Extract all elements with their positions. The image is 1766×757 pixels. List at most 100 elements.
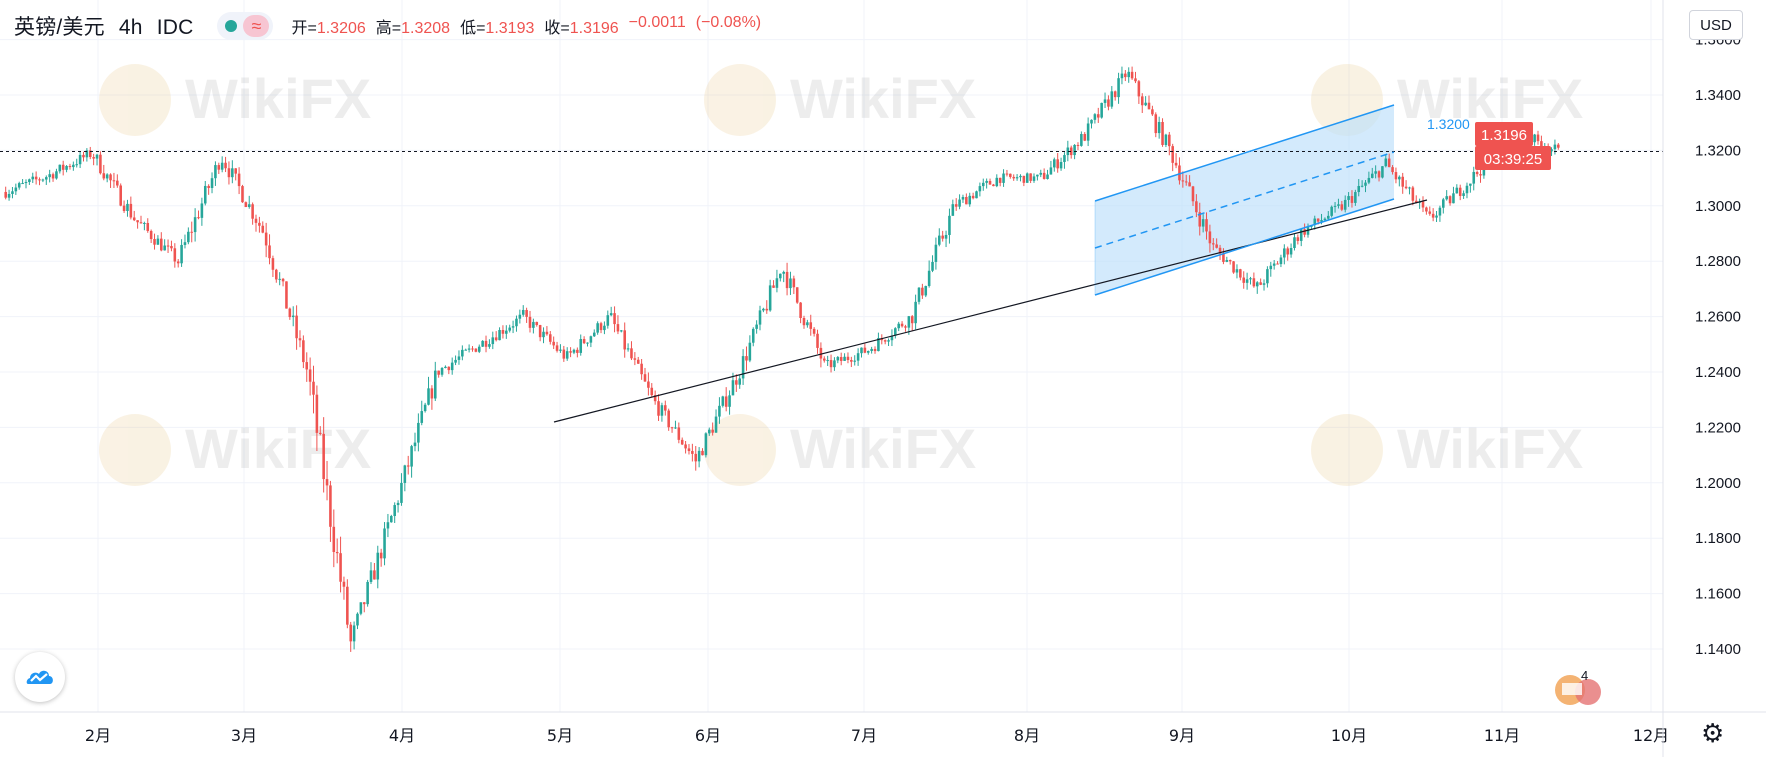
candle-body <box>927 270 931 286</box>
candle-body <box>1029 173 1032 181</box>
candle-body <box>1374 171 1377 174</box>
candle-body <box>1198 212 1202 227</box>
candle-body <box>376 552 380 580</box>
gear-icon[interactable]: ⚙ <box>1701 718 1725 748</box>
countdown-bg <box>1475 146 1551 170</box>
candle-body <box>596 323 599 333</box>
candle-body <box>1408 187 1411 189</box>
candle-body <box>288 308 292 318</box>
candle-body <box>1025 173 1029 183</box>
symbol-title[interactable]: 英镑/美元 4h IDC <box>14 11 193 41</box>
candles <box>4 66 1560 652</box>
tradingview-cloud-icon[interactable] <box>15 652 65 702</box>
candle-body <box>68 166 72 168</box>
candle-body <box>386 522 390 529</box>
candle-body <box>406 465 410 467</box>
candle-body <box>515 318 518 327</box>
candle-body <box>1174 162 1178 166</box>
event-badge[interactable]: 4 <box>1548 668 1620 708</box>
currency-button[interactable]: USD <box>1689 10 1743 40</box>
candle-body <box>1266 269 1269 284</box>
candle-body <box>1293 237 1296 249</box>
watermark-logo <box>1311 414 1383 486</box>
candle-body <box>1225 260 1229 262</box>
candle-body <box>332 526 336 552</box>
candle-body <box>160 238 163 251</box>
candle-body <box>532 321 535 328</box>
candle-body <box>210 178 214 188</box>
candle-body <box>1445 196 1448 200</box>
candle-body <box>217 165 221 170</box>
candle-body <box>156 238 160 245</box>
candle-body <box>677 427 681 440</box>
candle-body <box>667 410 670 428</box>
candle-body <box>1015 177 1019 179</box>
candle-body <box>1404 186 1408 189</box>
candle-body <box>1428 211 1432 214</box>
candle-body <box>576 349 579 353</box>
candle-body <box>782 271 785 274</box>
candle-body <box>650 387 654 396</box>
support-trendline <box>553 199 1428 423</box>
candle-body <box>474 348 478 352</box>
candle-body <box>119 185 122 206</box>
candle-body <box>99 154 102 174</box>
candle-body <box>139 222 143 224</box>
candle-body <box>968 195 972 205</box>
candle-body <box>153 239 156 245</box>
candle-body <box>1245 279 1249 283</box>
approx-icon[interactable]: ≈ <box>243 15 270 37</box>
candle-body <box>366 581 369 605</box>
candle-body <box>1036 174 1039 177</box>
candle-body <box>72 164 75 168</box>
candle-body <box>31 176 35 180</box>
candle-body <box>170 246 173 249</box>
candle-body <box>711 429 714 433</box>
candle-body <box>203 185 207 204</box>
candle-body <box>836 357 840 361</box>
price-tags: 1.3196 03:39:25 <box>1475 122 1551 170</box>
candle-body <box>1431 213 1435 218</box>
candle-body <box>505 330 508 334</box>
high-value: 高=1.3208 <box>375 20 451 37</box>
watermark-text: WikiFX <box>185 417 371 480</box>
candle-body <box>349 624 353 642</box>
candle-body <box>938 235 941 245</box>
candle-body <box>312 381 315 395</box>
candle-body <box>180 244 183 264</box>
candle-body <box>403 465 407 483</box>
candle-body <box>440 367 444 375</box>
candle-body <box>748 342 752 361</box>
status-badge[interactable]: ≈ <box>217 12 274 40</box>
candle-body <box>1140 96 1144 106</box>
symbol-name: 英镑/美元 <box>14 16 105 39</box>
candle-body <box>1252 278 1256 287</box>
candle-body <box>921 287 924 296</box>
candle-body <box>1009 173 1012 177</box>
candle-body <box>691 451 694 454</box>
x-tick-label: 4月 <box>389 726 415 745</box>
candle-body <box>1178 165 1181 181</box>
candle-body <box>1462 193 1465 196</box>
watermark: WikiFX <box>1311 64 1583 136</box>
candle-body <box>373 570 376 580</box>
candle-body <box>1151 109 1154 115</box>
candle-body <box>887 340 890 342</box>
watermark-text: WikiFX <box>790 417 976 480</box>
x-tick-label: 9月 <box>1169 726 1195 745</box>
countdown-text: 03:39:25 <box>1484 151 1542 168</box>
candle-body <box>295 315 298 339</box>
candle-body <box>1323 218 1327 221</box>
candle-body <box>339 553 342 582</box>
candle-body <box>1107 99 1110 107</box>
candle-body <box>528 316 532 328</box>
candle-body <box>454 359 457 363</box>
candle-body <box>816 333 819 348</box>
y-tick-label: 1.2800 <box>1695 253 1741 270</box>
candle-body <box>1103 99 1107 103</box>
candle-body <box>806 322 809 326</box>
candle-body <box>1218 247 1222 254</box>
candle-body <box>562 349 566 359</box>
candle-body <box>826 360 829 362</box>
